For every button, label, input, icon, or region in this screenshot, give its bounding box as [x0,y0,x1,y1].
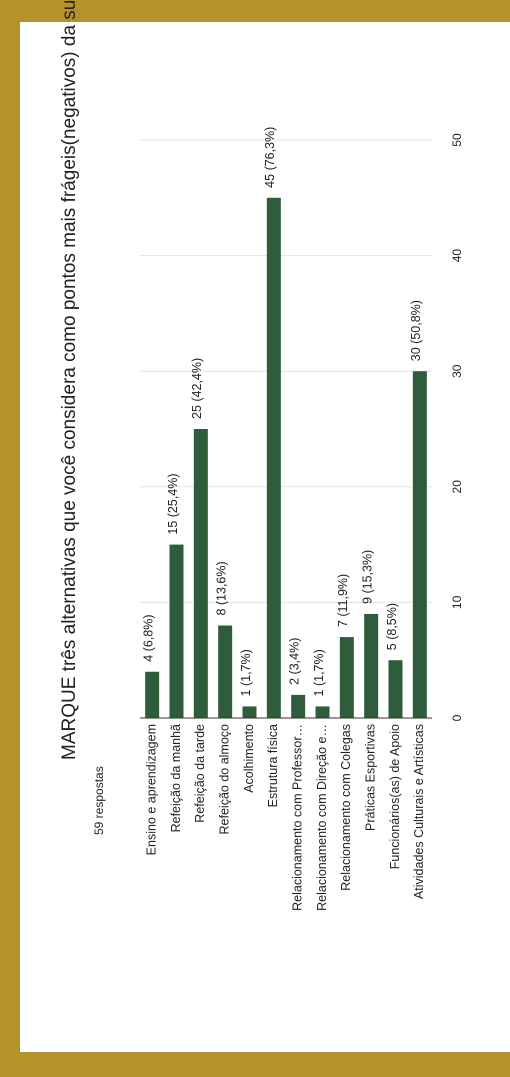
category-label: Atividades Culturais e Artísticas [412,724,426,899]
chart-title: MARQUE três alternativas que você consid… [59,0,80,760]
bar [291,694,306,718]
x-tick-label: 30 [450,364,464,378]
bar [266,197,281,718]
chart-subtitle: 59 respostas [92,766,106,835]
value-label: 7 (11,9%) [336,574,350,627]
value-label: 2 (3,4%) [287,638,301,685]
value-label: 8 (13,6%) [214,561,228,615]
category-label: Funcionários(as) de Apoio [388,724,402,869]
bar [242,706,257,718]
x-tick-label: 20 [450,480,464,494]
value-label: 25 (42,4%) [190,358,204,419]
bar [315,706,330,718]
chart: MARQUE três alternativas que você consid… [59,0,464,911]
category-label: Relacionamento com Professor… [290,724,304,911]
category-label: Relacionamento com Colegas [339,724,353,891]
bar [145,671,160,718]
x-tick-label: 0 [450,714,464,721]
bar [339,637,354,718]
category-label: Estrutura física [266,724,280,807]
category-label: Práticas Esportivas [363,724,377,831]
value-label: 4 (6,8%) [141,615,155,662]
bar [388,660,403,718]
category-label: Relacionamento com Direção e… [315,724,329,911]
value-label: 9 (15,3%) [360,550,374,604]
bar [193,429,208,718]
category-label: Refeição da tarde [193,724,207,823]
value-label: 45 (76,3%) [263,127,277,188]
category-label: Ensino e aprendizagem [144,724,158,855]
x-tick-label: 50 [450,133,464,147]
x-tick-label: 10 [450,595,464,609]
value-label: 15 (25,4%) [166,473,180,534]
category-label: Refeição do almoço [217,724,231,835]
x-tick-label: 40 [450,249,464,263]
bar [412,371,427,718]
value-label: 1 (1,7%) [239,649,253,696]
value-label: 5 (8,5%) [385,603,399,650]
panel [20,22,510,1052]
bar [169,544,184,718]
bar [218,625,233,718]
category-label: Refeição da manhã [169,724,183,832]
bar [364,613,379,718]
value-label: 1 (1,7%) [312,649,326,696]
category-label: Acolhimento [242,724,256,793]
value-label: 30 (50,8%) [409,300,423,361]
